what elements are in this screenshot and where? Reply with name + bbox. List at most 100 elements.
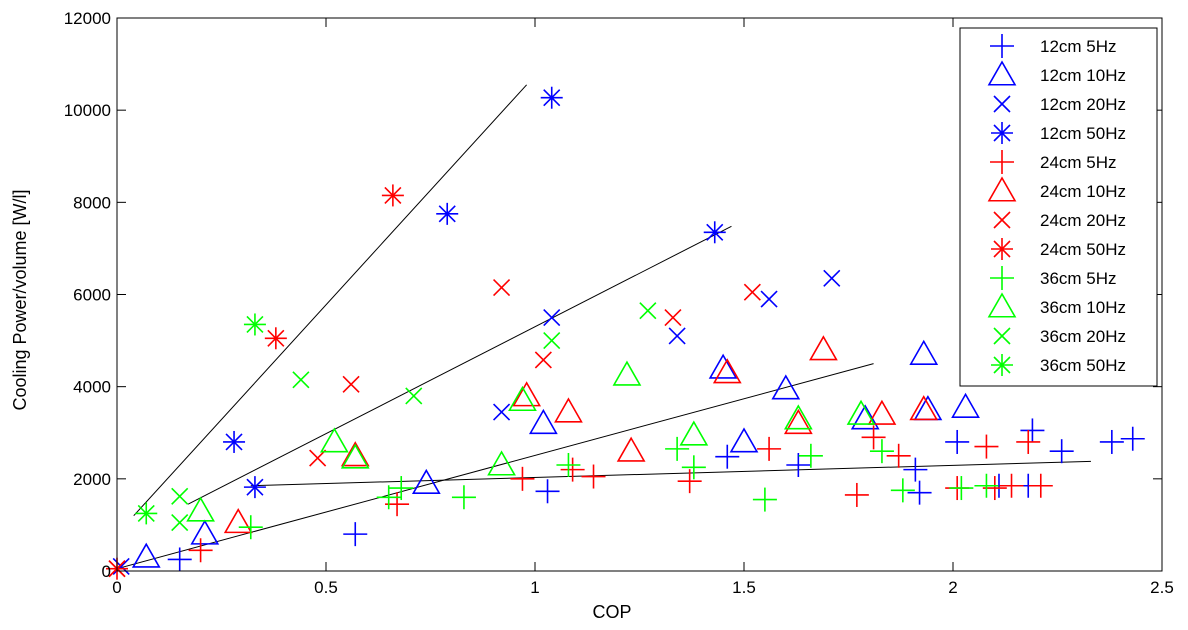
legend: 12cm 5Hz 12cm 10Hz 12cm 20Hz 12cm 50Hz 24cm … xyxy=(959,27,1158,387)
data-point xyxy=(535,479,560,504)
legend-label: 24cm 10Hz xyxy=(1040,182,1126,201)
data-point xyxy=(343,522,368,547)
series-12cm-10hz xyxy=(131,339,980,568)
data-point xyxy=(861,425,886,450)
data-point xyxy=(135,502,158,525)
legend-marker xyxy=(993,327,1011,345)
legend-label: 24cm 50Hz xyxy=(1040,240,1126,259)
data-point xyxy=(890,478,915,503)
data-point xyxy=(309,449,327,467)
data-point xyxy=(376,485,401,510)
series-36cm-5hz xyxy=(238,436,999,540)
x-tick-label: 0.5 xyxy=(314,578,338,597)
data-point xyxy=(223,430,246,453)
data-point xyxy=(951,392,980,418)
data-point xyxy=(681,455,706,480)
y-tick-label: 12000 xyxy=(64,9,111,28)
axes: 0 0.5 1 1.5 2 2.5 0 2000 4000 6000 8000 10000 12000 xyxy=(64,9,1174,597)
y-tick-label: 8000 xyxy=(73,193,111,212)
data-point xyxy=(679,420,709,446)
data-point xyxy=(616,436,646,462)
data-point xyxy=(411,468,441,494)
data-point xyxy=(809,335,838,361)
legend-label: 36cm 10Hz xyxy=(1040,298,1126,317)
data-point xyxy=(909,395,939,421)
x-tick-label: 1.5 xyxy=(732,578,756,597)
data-point xyxy=(342,375,360,393)
legend-marker xyxy=(987,176,1017,202)
data-point xyxy=(757,436,782,461)
legend-label: 12cm 10Hz xyxy=(1040,66,1126,85)
series-24cm-5hz xyxy=(188,425,1053,563)
data-point xyxy=(543,308,561,327)
data-point xyxy=(665,436,690,461)
series-12cm-50hz xyxy=(223,86,726,499)
y-tick-label: 10000 xyxy=(64,101,111,120)
data-point xyxy=(540,86,563,109)
data-point xyxy=(752,487,777,512)
x-axis-label: COP xyxy=(592,602,631,622)
data-point xyxy=(1120,426,1145,451)
series-12cm-5hz xyxy=(167,418,1145,572)
data-point xyxy=(715,444,740,469)
data-point xyxy=(783,404,813,430)
series-12cm-20hz xyxy=(112,269,841,575)
data-point xyxy=(319,427,349,453)
fit-line-2 xyxy=(187,225,732,505)
data-point xyxy=(556,453,581,478)
data-point xyxy=(543,332,561,350)
data-point xyxy=(729,427,759,453)
fit-line-4 xyxy=(250,460,1091,487)
data-point xyxy=(783,408,813,435)
y-tick-label: 6000 xyxy=(73,286,111,305)
legend-entry: 24cm 20Hz xyxy=(993,211,1126,230)
data-point xyxy=(340,441,370,467)
data-point xyxy=(560,457,585,482)
data-point xyxy=(850,404,880,430)
legend-label: 24cm 5Hz xyxy=(1040,153,1117,172)
data-point xyxy=(171,514,189,532)
data-point xyxy=(243,313,266,336)
data-point xyxy=(243,476,266,499)
y-tick-label: 0 xyxy=(102,562,111,581)
legend-entry: 36cm 50Hz xyxy=(991,354,1126,376)
series-36cm-20hz xyxy=(171,302,657,532)
data-point xyxy=(528,408,558,435)
data-point xyxy=(512,381,542,407)
data-point xyxy=(786,453,811,478)
data-point xyxy=(886,443,911,468)
data-point xyxy=(451,485,476,510)
data-point xyxy=(167,547,192,572)
y-axis-label: Cooling Power/volume [W/l] xyxy=(10,189,30,410)
x-tick-label: 1 xyxy=(530,578,539,597)
data-point xyxy=(492,403,511,421)
legend-marker xyxy=(987,60,1017,86)
y-tick-label: 4000 xyxy=(73,378,111,397)
legend-marker xyxy=(991,122,1013,144)
data-point xyxy=(869,439,894,464)
fit-lines xyxy=(116,84,1091,570)
data-point xyxy=(771,374,801,400)
data-point xyxy=(381,184,404,207)
legend-entry: 36cm 10Hz xyxy=(987,292,1126,318)
data-point xyxy=(823,269,841,287)
data-point xyxy=(712,358,742,384)
data-point xyxy=(188,538,213,563)
data-point xyxy=(508,385,537,412)
data-point xyxy=(223,508,253,534)
data-point xyxy=(534,351,552,369)
legend-label: 36cm 20Hz xyxy=(1040,327,1126,346)
data-point xyxy=(405,387,423,405)
data-point xyxy=(909,339,939,365)
legend-entry: 12cm 20Hz xyxy=(993,95,1126,114)
legend-marker xyxy=(990,34,1014,58)
y-tick-label: 2000 xyxy=(73,470,111,489)
data-point xyxy=(292,371,310,389)
legend-label: 36cm 50Hz xyxy=(1040,356,1126,375)
data-point xyxy=(999,473,1024,498)
data-point xyxy=(264,327,287,350)
legend-entry: 24cm 50Hz xyxy=(991,238,1126,260)
data-point xyxy=(554,397,583,423)
data-point xyxy=(1099,429,1124,454)
